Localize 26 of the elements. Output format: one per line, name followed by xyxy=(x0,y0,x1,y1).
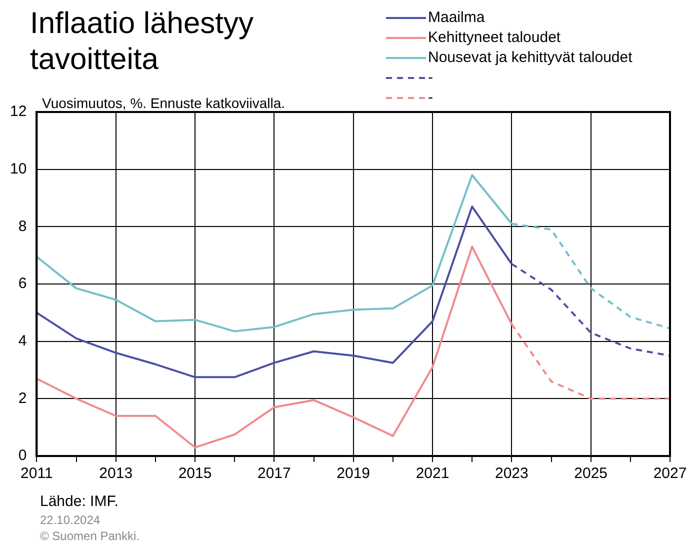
text: Lähde: IMF. xyxy=(40,492,120,512)
x-tick-label: 2013 xyxy=(99,465,133,482)
chart-title: Inflaatio lähestyy tavoitteita xyxy=(30,6,254,78)
text: © Suomen Pankki. xyxy=(40,528,140,544)
y-tick-label: 12 xyxy=(10,103,27,120)
text: 22.10.2024 xyxy=(40,512,102,528)
legend-label: - xyxy=(428,68,433,88)
legend-label: Nousevat ja kehittyvät taloudet xyxy=(428,48,632,68)
x-tick-label: 2019 xyxy=(336,465,370,482)
y-tick-label: 10 xyxy=(10,160,27,178)
chart-subtitle: Vuosimuutos, %. Ennuste katkoviivalla. xyxy=(42,95,286,111)
x-tick-label: 2027 xyxy=(653,465,687,482)
y-tick-label: 0 xyxy=(18,447,27,464)
x-tick-label: 2011 xyxy=(20,465,53,482)
legend-label: Kehittyneet taloudet xyxy=(428,28,561,48)
legend-label: Maailma xyxy=(428,8,485,28)
y-tick-label: 4 xyxy=(18,332,27,350)
y-tick-label: 2 xyxy=(18,390,27,407)
legend-label: - xyxy=(428,88,433,108)
x-tick-label: 2023 xyxy=(494,465,528,482)
x-tick-label: 2017 xyxy=(257,465,291,482)
x-tick-label: 2015 xyxy=(178,465,212,482)
y-tick-label: 8 xyxy=(18,218,27,235)
y-tick-label: 6 xyxy=(18,275,27,292)
x-tick-label: 2021 xyxy=(416,465,450,482)
x-tick-label: 2025 xyxy=(574,465,608,482)
